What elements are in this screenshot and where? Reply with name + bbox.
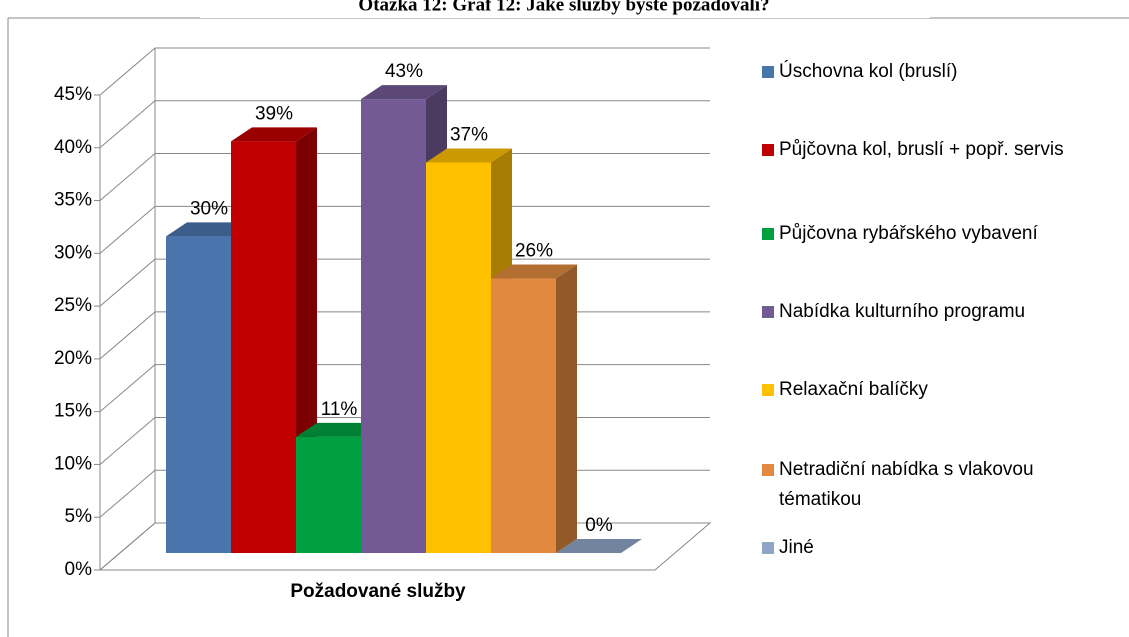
grid-line [99, 364, 156, 413]
legend-label: Půjčovna kol, bruslí + popř. servis [779, 139, 1064, 160]
grid-line [99, 522, 156, 571]
grid-line [99, 469, 156, 518]
grid-line [99, 100, 156, 149]
data-label: 43% [385, 61, 423, 82]
bar-top [296, 422, 382, 437]
bar-front [491, 278, 556, 553]
data-label: 11% [321, 399, 358, 420]
legend-item: Netradiční nabídka s vlakovou tématikou [762, 455, 1122, 515]
bar-top [231, 127, 317, 142]
legend-swatch [762, 542, 774, 554]
grid-line [99, 417, 156, 465]
y-tick-label: 20% [54, 348, 92, 369]
grid-line [99, 205, 156, 254]
legend-swatch [762, 144, 774, 156]
data-label: 37% [450, 124, 488, 145]
y-tick-label: 30% [54, 242, 92, 263]
legend-item: Půjčovna rybářského vybavení [762, 219, 1122, 249]
grid-line [99, 47, 156, 96]
legend-swatch [762, 464, 774, 476]
bar-front [296, 436, 361, 553]
data-label: 26% [515, 241, 553, 262]
grid-line [99, 311, 156, 360]
data-label: 30% [190, 198, 228, 219]
y-tick-label: 0% [65, 559, 93, 580]
legend-label: Úschovna kol (bruslí) [779, 61, 958, 82]
x-axis-label: Požadované služby [290, 581, 466, 602]
legend-swatch [762, 306, 774, 318]
data-label: 0% [585, 515, 613, 536]
bar-front [426, 162, 491, 553]
y-tick-label: 25% [54, 295, 92, 316]
y-tick-label: 15% [54, 401, 92, 422]
legend-item: Nabídka kulturního programu [762, 297, 1122, 327]
y-tick-label: 35% [54, 190, 92, 211]
legend-label: Jiné [779, 537, 814, 558]
legend-swatch [762, 228, 774, 240]
grid-line [99, 258, 156, 307]
grid-line [99, 153, 156, 201]
bar-top [361, 85, 447, 100]
y-tick-label: 40% [54, 137, 92, 158]
bar-side [556, 264, 577, 553]
legend-item: Půjčovna kol, bruslí + popř. servis [762, 135, 1122, 165]
legend-item: Úschovna kol (bruslí) [762, 57, 1122, 87]
bar-front [361, 99, 426, 553]
legend-item: Relaxační balíčky [762, 375, 1122, 405]
y-tick-label: 45% [54, 84, 92, 105]
legend-label: Relaxační balíčky [779, 379, 928, 400]
bar-top [166, 222, 252, 237]
y-tick-label: 5% [65, 506, 93, 527]
y-tick-label: 10% [54, 453, 92, 474]
legend-swatch [762, 66, 774, 78]
bar-top [556, 539, 642, 553]
legend-item: Jiné [762, 533, 1122, 563]
bar-front [166, 236, 231, 554]
data-label: 39% [255, 103, 293, 124]
legend-label: Nabídka kulturního programu [779, 301, 1026, 322]
bar-front [231, 141, 296, 554]
chart-title: Otázka 12: Graf 12: Jaké služby byste po… [358, 0, 769, 15]
legend-label: Půjčovna rybářského vybavení [779, 223, 1038, 244]
bar-top [491, 264, 577, 279]
bar-top [426, 148, 512, 163]
legend-swatch [762, 384, 774, 396]
legend-label: Netradiční nabídka s vlakovou tématikou [779, 459, 1034, 510]
title-bg [200, 0, 930, 18]
